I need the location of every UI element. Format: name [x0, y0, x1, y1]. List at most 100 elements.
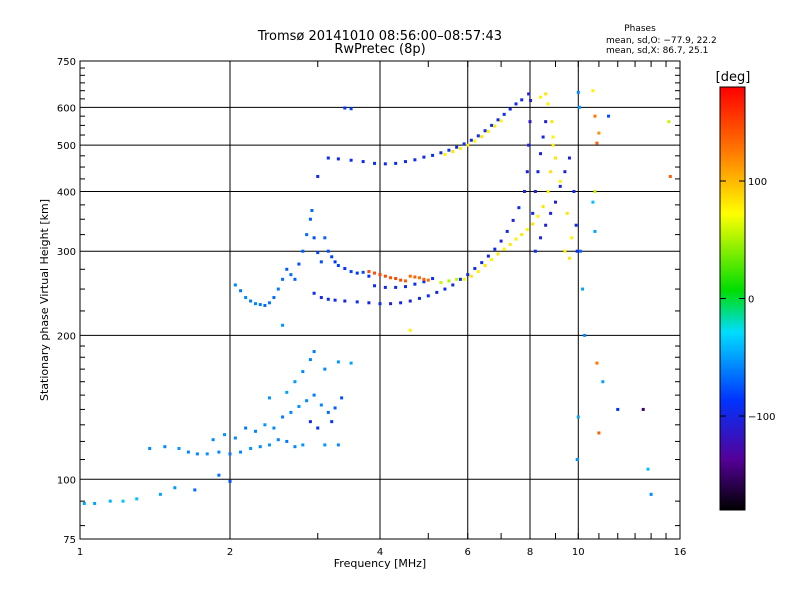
- echo-point: [267, 396, 271, 400]
- echo-point: [408, 274, 412, 278]
- echo-point: [326, 249, 330, 253]
- echo-point: [531, 211, 535, 215]
- echo-point: [316, 426, 320, 430]
- echo-point: [536, 170, 540, 174]
- echo-point: [591, 200, 595, 204]
- echo-point: [480, 261, 484, 265]
- echo-point: [121, 499, 125, 503]
- echo-point: [316, 251, 320, 255]
- y-tick-label: 200: [57, 331, 76, 342]
- echo-point: [528, 120, 532, 124]
- echo-point: [293, 277, 297, 281]
- echo-point: [451, 283, 455, 287]
- echo-point: [525, 228, 529, 232]
- echo-point: [343, 267, 347, 271]
- echo-point: [575, 457, 579, 461]
- echo-point: [595, 361, 599, 365]
- echo-point: [336, 443, 340, 447]
- echo-point: [541, 135, 545, 139]
- echo-point: [469, 274, 473, 278]
- echo-point: [541, 205, 545, 209]
- echo-point: [308, 358, 312, 362]
- echo-point: [496, 118, 500, 122]
- echo-point: [135, 497, 139, 501]
- echo-point: [575, 249, 579, 253]
- echo-point: [490, 258, 494, 262]
- y-tick-label: 100: [57, 475, 76, 486]
- echo-point: [249, 446, 253, 450]
- echo-point: [163, 445, 167, 449]
- echo-point: [312, 236, 316, 240]
- echo-point: [326, 297, 330, 301]
- echo-point: [258, 445, 262, 449]
- y-tick-label: 75: [63, 535, 76, 546]
- echo-point: [333, 298, 337, 302]
- echo-point: [301, 370, 305, 374]
- echo-point: [551, 143, 555, 147]
- echo-point: [403, 279, 407, 283]
- echo-point: [389, 302, 393, 306]
- echo-point: [539, 95, 543, 99]
- data-points: [82, 89, 672, 505]
- x-tick-label: 2: [227, 547, 233, 558]
- echo-point: [422, 277, 426, 281]
- echo-point: [558, 184, 562, 188]
- echo-point: [517, 206, 521, 210]
- echo-point: [253, 302, 257, 306]
- echo-point: [319, 296, 323, 300]
- x-tick-label: 4: [377, 547, 383, 558]
- y-axis-label: Stationary phase Virtual Height [km]: [38, 199, 51, 401]
- echo-point: [558, 179, 562, 183]
- echo-point: [466, 273, 470, 277]
- echo-point: [349, 107, 353, 111]
- echo-point: [578, 249, 582, 253]
- y-tick-label: 750: [57, 57, 76, 68]
- echo-point: [93, 501, 97, 505]
- echo-point: [263, 423, 267, 427]
- echo-point: [316, 174, 320, 178]
- echo-point: [529, 99, 533, 103]
- echo-point: [527, 143, 531, 147]
- echo-point: [158, 492, 162, 496]
- echo-point: [355, 271, 359, 275]
- echo-point: [289, 410, 293, 414]
- colorbar: [deg] 100 0 −100: [716, 70, 775, 511]
- echo-point: [565, 211, 569, 215]
- echo-point: [326, 410, 330, 414]
- echo-point: [486, 254, 490, 258]
- echo-point: [293, 380, 297, 384]
- echo-point: [244, 426, 248, 430]
- echo-point: [544, 92, 548, 96]
- echo-point: [336, 157, 340, 161]
- echo-point: [330, 420, 334, 424]
- echo-point: [394, 277, 398, 281]
- echo-point: [563, 249, 567, 253]
- echo-point: [349, 361, 353, 365]
- echo-point: [312, 291, 316, 295]
- echo-point: [323, 367, 327, 371]
- echo-point: [378, 273, 382, 277]
- echo-point: [473, 267, 477, 271]
- echo-point: [576, 90, 580, 94]
- echo-point: [536, 214, 540, 218]
- echo-point: [399, 278, 403, 282]
- echo-point: [607, 114, 611, 118]
- echo-point: [383, 285, 387, 289]
- echo-point: [493, 247, 497, 251]
- echo-point: [447, 279, 451, 283]
- echo-point: [641, 407, 645, 411]
- echo-point: [546, 189, 550, 193]
- echo-point: [413, 282, 417, 286]
- echo-point: [223, 433, 227, 437]
- echo-point: [593, 229, 597, 233]
- echo-point: [285, 267, 289, 271]
- echo-point: [233, 436, 237, 440]
- echo-point: [646, 467, 650, 471]
- echo-point: [443, 153, 447, 157]
- echo-point: [531, 222, 535, 226]
- echo-point: [228, 452, 232, 456]
- echo-point: [383, 162, 387, 166]
- echo-point: [473, 139, 477, 143]
- echo-point: [281, 277, 285, 281]
- echo-point: [281, 323, 285, 327]
